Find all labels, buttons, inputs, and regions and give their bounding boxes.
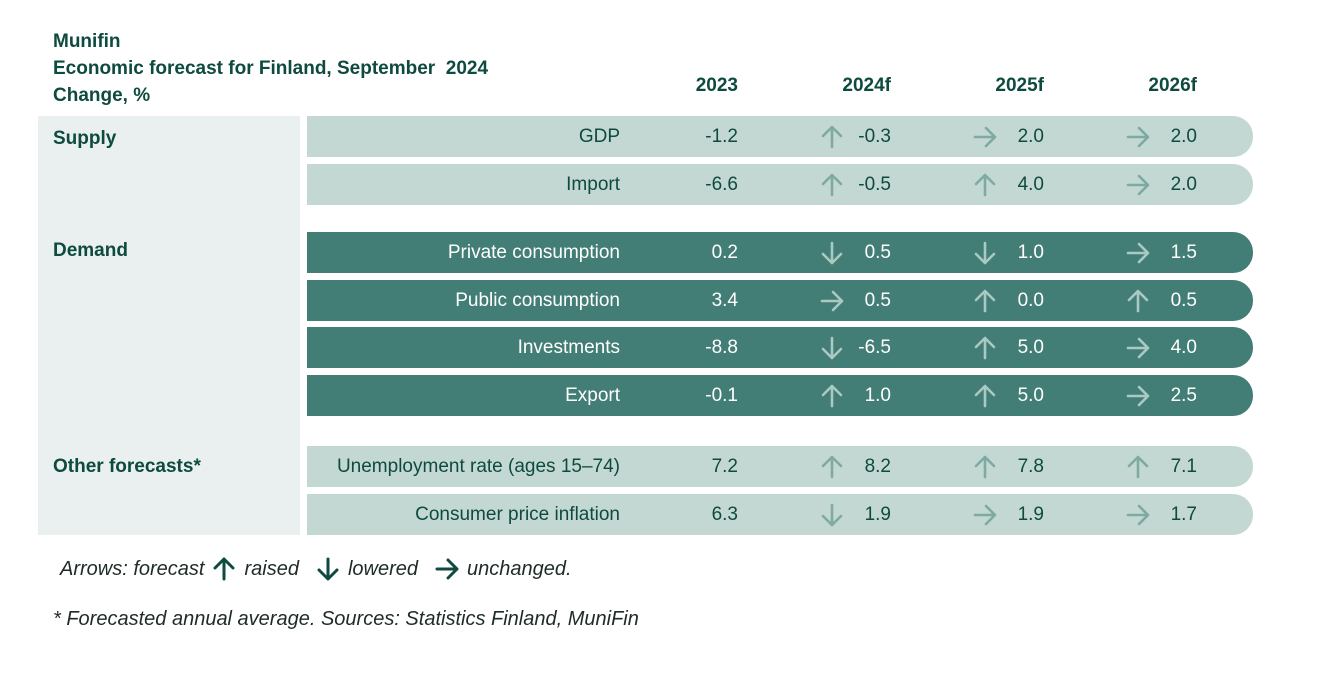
column-header-2025f: 2025f xyxy=(995,75,1044,96)
value-cell-2025f: 5.0 xyxy=(1017,385,1044,406)
arrow-down-icon xyxy=(821,503,843,527)
value-cell-2025f: 1.0 xyxy=(1017,242,1044,263)
arrow-up-icon xyxy=(821,384,843,408)
arrow-right-icon xyxy=(1126,174,1150,196)
value-cell-2026f: 4.0 xyxy=(1170,337,1197,358)
arrow-right-icon xyxy=(1126,126,1150,148)
table-row: Import -6.6 -0.5 4.0 2.0 xyxy=(307,164,1253,205)
footnote: * Forecasted annual average. Sources: St… xyxy=(53,608,639,630)
arrow-down-icon xyxy=(821,241,843,265)
value-cell-2023: -0.1 xyxy=(705,385,738,406)
value-cell-2024f: 1.0 xyxy=(864,385,891,406)
value-cell-2025f: 5.0 xyxy=(1017,337,1044,358)
arrow-down-icon xyxy=(821,336,843,360)
legend-lowered: lowered xyxy=(347,557,419,580)
value-cell-2024f: -6.5 xyxy=(858,337,891,358)
column-header-2023: 2023 xyxy=(695,75,738,96)
value-cell-2024f: 1.9 xyxy=(864,504,891,525)
arrow-right-icon xyxy=(435,558,459,580)
arrow-right-icon xyxy=(973,504,997,526)
row-label: Import xyxy=(566,174,620,195)
arrow-right-icon xyxy=(820,290,844,312)
table-row: Investments -8.8 -6.5 5.0 4.0 xyxy=(307,327,1253,368)
arrow-up-icon xyxy=(974,336,996,360)
arrow-up-icon xyxy=(974,455,996,479)
value-cell-2024f: -0.5 xyxy=(858,174,891,195)
value-cell-2023: 7.2 xyxy=(711,456,738,477)
arrow-up-icon xyxy=(974,384,996,408)
value-cell-2024f: -0.3 xyxy=(858,126,891,147)
value-cell-2023: -8.8 xyxy=(705,337,738,358)
value-cell-2023: -1.2 xyxy=(705,126,738,147)
title-line-2: Economic forecast for Finland, September… xyxy=(53,58,489,79)
column-header-2026f: 2026f xyxy=(1148,75,1197,96)
legend-raised: raised xyxy=(244,557,299,580)
table-row: Consumer price inflation 6.3 1.9 1.9 1.7 xyxy=(307,494,1253,535)
row-label: GDP xyxy=(578,126,620,147)
value-cell-2025f: 0.0 xyxy=(1017,290,1044,311)
arrow-up-icon xyxy=(821,125,843,149)
category-label-supply: Supply xyxy=(53,128,117,149)
row-label: Investments xyxy=(517,337,620,358)
value-cell-2025f: 4.0 xyxy=(1017,174,1044,195)
category-label-demand: Demand xyxy=(53,240,128,261)
table-row: Export -0.1 1.0 5.0 2.5 xyxy=(307,375,1253,416)
arrow-up-icon xyxy=(974,289,996,313)
value-cell-2025f: 1.9 xyxy=(1017,504,1044,525)
arrow-up-icon xyxy=(821,455,843,479)
category-column-background xyxy=(38,116,300,535)
arrow-right-icon xyxy=(973,126,997,148)
arrow-up-icon xyxy=(974,173,996,197)
legend-unchanged: unchanged. xyxy=(467,557,572,580)
value-cell-2026f: 2.0 xyxy=(1170,126,1197,147)
column-header-2024f: 2024f xyxy=(842,75,891,96)
value-cell-2024f: 0.5 xyxy=(864,290,891,311)
value-cell-2023: 0.2 xyxy=(711,242,738,263)
value-cell-2023: 3.4 xyxy=(711,290,738,311)
row-label: Public consumption xyxy=(455,290,620,311)
value-cell-2024f: 0.5 xyxy=(864,242,891,263)
row-label: Unemployment rate (ages 15–74) xyxy=(336,456,620,477)
value-cell-2025f: 2.0 xyxy=(1017,126,1044,147)
value-cell-2024f: 8.2 xyxy=(864,456,891,477)
arrow-right-icon xyxy=(1126,337,1150,359)
table-row: GDP -1.2 -0.3 2.0 2.0 xyxy=(307,116,1253,157)
value-cell-2026f: 2.0 xyxy=(1170,174,1197,195)
table-row: Unemployment rate (ages 15–74) 7.2 8.2 7.8 7… xyxy=(307,446,1253,487)
arrow-down-icon xyxy=(317,557,339,581)
arrow-right-icon xyxy=(1126,385,1150,407)
row-label: Private consumption xyxy=(447,242,620,263)
value-cell-2026f: 1.5 xyxy=(1170,242,1197,263)
value-cell-2026f: 0.5 xyxy=(1170,290,1197,311)
arrow-right-icon xyxy=(1126,504,1150,526)
table-row: Public consumption 3.4 0.5 0.0 0.5 xyxy=(307,280,1253,321)
value-cell-2025f: 7.8 xyxy=(1017,456,1044,477)
value-cell-2026f: 2.5 xyxy=(1170,385,1197,406)
table-row: Private consumption 0.2 0.5 1.0 1.5 xyxy=(307,232,1253,273)
row-label: Consumer price inflation xyxy=(415,504,620,525)
title-line-1: Munifin xyxy=(53,31,121,52)
arrow-right-icon xyxy=(1126,242,1150,264)
arrow-up-icon xyxy=(821,173,843,197)
arrow-up-icon xyxy=(1127,455,1149,479)
value-cell-2023: -6.6 xyxy=(705,174,738,195)
value-cell-2026f: 1.7 xyxy=(1170,504,1197,525)
arrow-up-icon xyxy=(1127,289,1149,313)
legend-prefix: Arrows: forecast xyxy=(60,557,205,580)
title-line-3: Change, % xyxy=(53,85,151,106)
arrow-down-icon xyxy=(974,241,996,265)
chart-title-block: Munifin Economic forecast for Finland, S… xyxy=(53,28,488,109)
value-cell-2026f: 7.1 xyxy=(1170,456,1197,477)
category-label-other-forecasts: Other forecasts* xyxy=(53,456,201,477)
arrow-up-icon xyxy=(213,557,235,581)
row-label: Export xyxy=(565,385,620,406)
arrow-legend: Arrows: forecast raised lowered unchange… xyxy=(60,556,572,582)
value-cell-2023: 6.3 xyxy=(711,504,738,525)
